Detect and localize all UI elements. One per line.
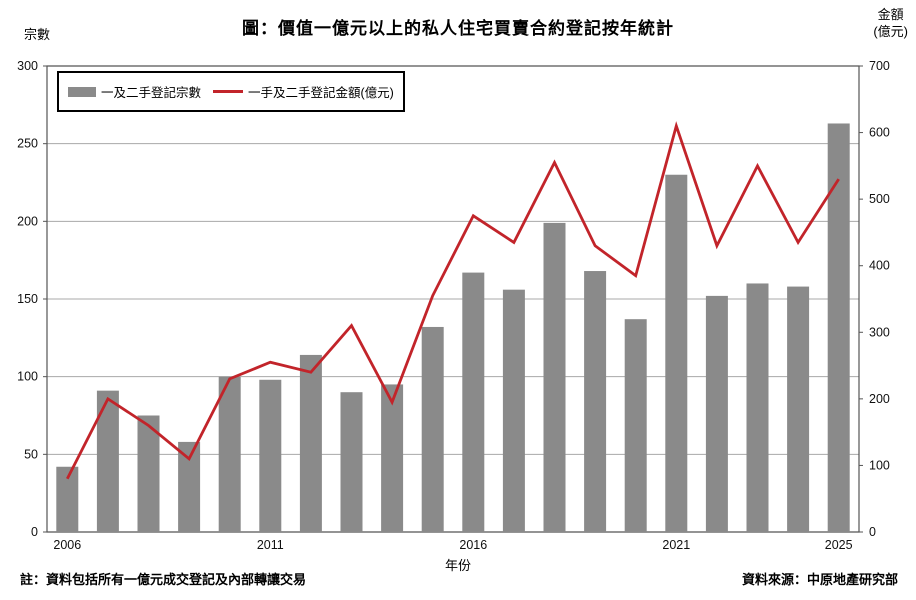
bar-2009 [178, 441, 201, 532]
bar-2019 [584, 271, 607, 532]
bar-2017 [502, 289, 525, 532]
legend: 一及二手登記宗數 一手及二手登記金額(億元) [57, 71, 405, 112]
legend-item-amount: 一手及二手登記金額(億元) [213, 82, 394, 101]
bar-2021 [665, 174, 688, 532]
bar-2013 [340, 392, 363, 532]
chart-title: 圖：價值一億元以上的私人住宅買賣合約登記按年統計 [242, 19, 674, 38]
x-axis-label-2011: 2011 [257, 538, 284, 552]
legend-label-amount: 一手及二手登記金額(億元) [248, 86, 394, 100]
right-axis-tick-label: 0 [869, 525, 876, 539]
legend-item-registrations: 一及二手登記宗數 [68, 82, 201, 101]
bar-2016 [462, 272, 485, 532]
bar-series-swatch [68, 86, 96, 97]
x-axis-label-2021: 2021 [662, 538, 690, 552]
bar-2020 [624, 319, 647, 532]
right-axis-tick-label: 200 [869, 392, 890, 406]
x-axis-label-2006: 2006 [53, 538, 81, 552]
left-axis-tick-label: 0 [31, 525, 38, 539]
bar-2010 [218, 376, 241, 532]
right-axis-tick-label: 700 [869, 59, 890, 73]
bar-2022 [705, 295, 728, 532]
bar-2023 [746, 283, 769, 532]
right-axis-tick-label: 500 [869, 192, 890, 206]
bar-2007 [96, 390, 119, 532]
bar-2011 [259, 379, 282, 532]
legend-label-registrations: 一及二手登記宗數 [101, 86, 202, 100]
right-axis-unit-label: 金額 (億元) [873, 7, 908, 39]
right-axis-tick-label: 100 [869, 458, 890, 472]
left-axis-tick-label: 50 [24, 447, 38, 461]
right-axis-tick-label: 300 [869, 325, 890, 339]
bar-2024 [787, 286, 810, 532]
bar-2018 [543, 222, 566, 533]
bar-2012 [299, 354, 322, 532]
left-axis-tick-label: 250 [17, 137, 38, 151]
bar-2008 [137, 415, 160, 532]
footnote: 註：資料包括所有一億元成交登記及內部轉讓交易 [20, 572, 307, 587]
right-axis-tick-label: 400 [869, 259, 890, 273]
x-axis-title: 年份 [444, 558, 471, 573]
left-axis-tick-label: 150 [17, 292, 38, 306]
amount-line [66, 121, 840, 480]
bar-2025 [827, 123, 850, 533]
left-axis-unit-label: 宗數 [24, 27, 51, 42]
bar-2015 [421, 326, 444, 532]
data-source: 資料來源：中原地產研究部 [741, 572, 898, 587]
x-axis-label-2025: 2025 [825, 538, 853, 552]
bar-2014 [381, 384, 404, 532]
left-axis-tick-label: 300 [17, 59, 38, 73]
line-series-swatch [213, 90, 244, 93]
x-axis-label-2016: 2016 [459, 538, 487, 552]
right-axis-tick-label: 600 [869, 126, 890, 140]
left-axis-tick-label: 100 [17, 370, 38, 384]
bar-2006 [56, 466, 79, 532]
left-axis-tick-label: 200 [17, 214, 38, 228]
